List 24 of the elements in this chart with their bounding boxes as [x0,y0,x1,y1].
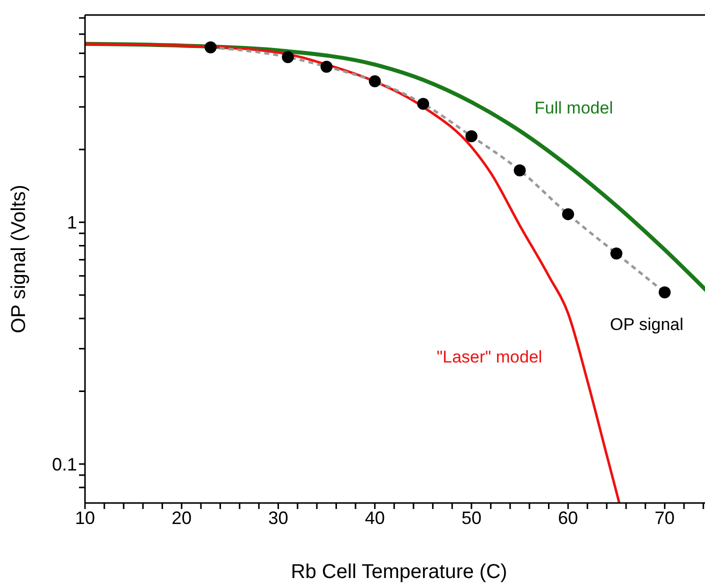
y-axis-title: OP signal (Volts) [8,184,30,334]
point [204,41,217,54]
x-tick-label: 30 [268,508,288,528]
x-tick-label: 10 [74,508,96,528]
x-tick-label: 40 [364,508,385,528]
x-tick-label: 60 [558,508,578,528]
y-tick-label: 1 [66,212,77,233]
x-tick-label: 20 [172,508,192,528]
point [417,98,430,110]
point [658,286,671,298]
point [320,60,333,73]
x-axis-title: Rb Cell Temperature (C) [290,561,508,583]
point [610,247,622,260]
point [514,164,526,176]
point [562,208,574,220]
point [368,75,381,88]
series-label: OP signal [610,314,684,334]
point [465,130,478,142]
x-tick-label: 70 [654,508,675,528]
series-label: Full model [534,98,613,118]
y-tick-label: 0.1 [52,454,77,474]
text: "Laser" model [436,347,542,366]
point [282,51,294,64]
x-tick-label: 50 [461,508,482,528]
